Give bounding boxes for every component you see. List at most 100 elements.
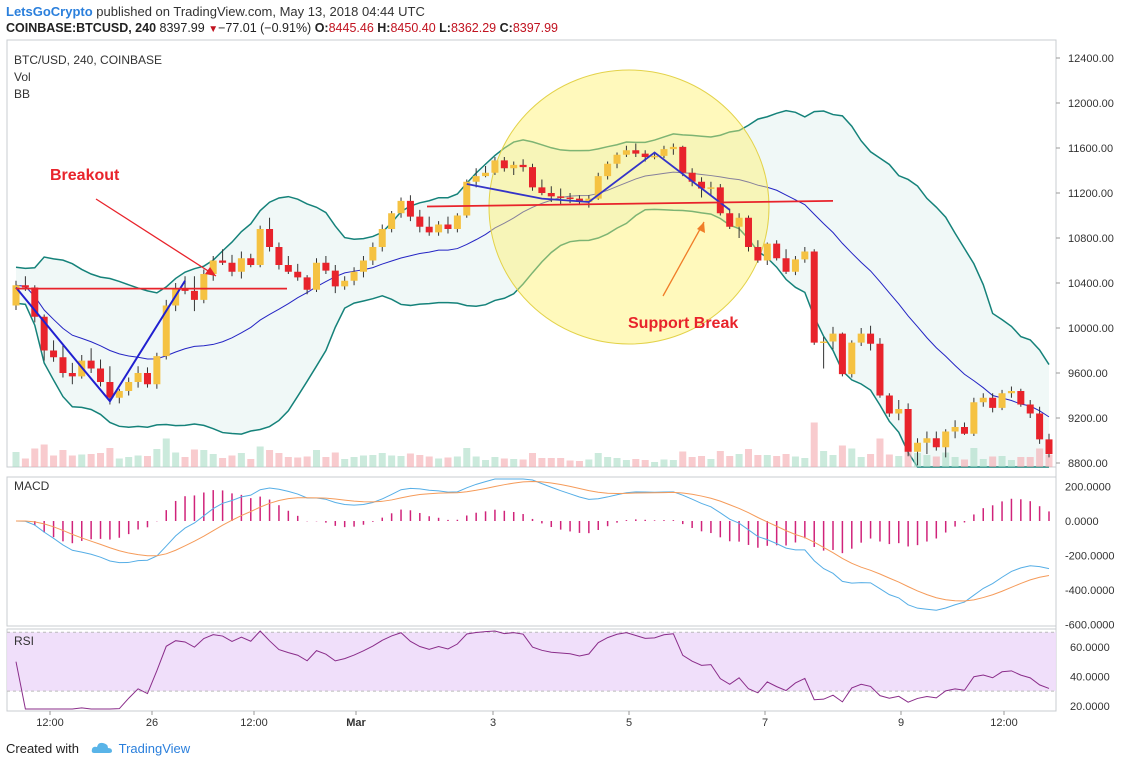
volume-bar bbox=[1036, 448, 1044, 467]
volume-bar bbox=[275, 453, 283, 467]
candle-body bbox=[979, 397, 987, 403]
candle-body bbox=[87, 360, 95, 369]
volume-bar bbox=[125, 457, 133, 467]
volume-bar bbox=[294, 457, 302, 467]
candle bbox=[632, 143, 640, 157]
candle-body bbox=[989, 397, 997, 408]
time-axis-label: Mar bbox=[346, 717, 366, 729]
volume-bar bbox=[1045, 454, 1053, 467]
volume-bar bbox=[829, 455, 837, 467]
candle bbox=[341, 276, 349, 290]
candle-body bbox=[726, 213, 734, 227]
candle bbox=[369, 242, 377, 265]
candle bbox=[294, 263, 302, 281]
volume-bar bbox=[303, 456, 311, 467]
volume-bar bbox=[998, 456, 1006, 467]
rsi-axis-label: 20.0000 bbox=[1070, 701, 1110, 713]
candle bbox=[190, 276, 198, 312]
candle bbox=[388, 211, 396, 233]
candle bbox=[914, 438, 922, 466]
candle-body bbox=[510, 164, 518, 169]
candle-body bbox=[838, 333, 846, 375]
time-axis-label: 12:00 bbox=[990, 717, 1018, 729]
candle bbox=[716, 184, 724, 216]
volume-bar bbox=[594, 453, 602, 467]
volume-bar bbox=[763, 455, 771, 467]
time-axis-label: 12:00 bbox=[36, 717, 64, 729]
volume-bar bbox=[1026, 457, 1034, 467]
candle bbox=[754, 240, 762, 263]
rsi-band bbox=[7, 632, 1056, 692]
candle-body bbox=[820, 341, 828, 343]
price-axis-label: 11200.00 bbox=[1068, 188, 1113, 200]
volume-bar bbox=[782, 454, 790, 467]
volume-bar bbox=[989, 456, 997, 467]
time-axis-label: 7 bbox=[762, 717, 768, 729]
candle bbox=[219, 249, 227, 265]
candle-body bbox=[350, 271, 358, 281]
volume-bar bbox=[979, 459, 987, 467]
tradingview-brand[interactable]: TradingView bbox=[118, 741, 191, 756]
candle-body bbox=[585, 198, 593, 202]
published-text: published on TradingView.com, May 13, 20… bbox=[92, 4, 425, 19]
candle bbox=[491, 157, 499, 175]
candle bbox=[1036, 406, 1044, 444]
candle bbox=[256, 225, 264, 268]
price-axis-label: 10000.00 bbox=[1068, 323, 1114, 335]
volume-bar bbox=[162, 438, 170, 467]
candle bbox=[1017, 388, 1025, 407]
volume-bar bbox=[773, 456, 781, 467]
candle-body bbox=[313, 262, 321, 290]
volume-bar bbox=[575, 461, 583, 467]
volume-bar bbox=[895, 456, 903, 467]
candle bbox=[87, 348, 95, 373]
candle-body bbox=[491, 160, 499, 173]
volume-bar bbox=[378, 453, 386, 467]
candle bbox=[106, 366, 114, 405]
volume-bar bbox=[200, 450, 208, 467]
candle bbox=[660, 145, 668, 159]
low-value: 8362.29 bbox=[450, 21, 497, 35]
high-value: 8450.40 bbox=[390, 21, 436, 35]
candle bbox=[867, 325, 875, 351]
candle-body bbox=[942, 431, 950, 448]
volume-bar bbox=[425, 456, 433, 467]
volume-bar bbox=[313, 450, 321, 467]
candle-body bbox=[829, 333, 837, 342]
candle bbox=[153, 352, 161, 389]
candle bbox=[923, 431, 931, 454]
volume-bar bbox=[566, 460, 574, 467]
candle bbox=[162, 299, 170, 360]
price-axis-label: 11600.00 bbox=[1068, 143, 1113, 155]
candle bbox=[416, 209, 424, 233]
volume-bar bbox=[40, 444, 48, 467]
candle bbox=[782, 249, 790, 274]
quote-line: COINBASE:BTCUSD, 240 8397.99 ▼−77.01 (−0… bbox=[6, 21, 558, 35]
candle-body bbox=[538, 187, 546, 193]
candle bbox=[951, 420, 959, 439]
candle-body bbox=[463, 181, 471, 216]
candle-body bbox=[716, 187, 724, 214]
candle-body bbox=[143, 373, 151, 385]
macd-axis-label: -200.0000 bbox=[1065, 551, 1115, 563]
candle-body bbox=[482, 172, 490, 177]
candle-body bbox=[341, 280, 349, 287]
candle-body bbox=[115, 391, 123, 398]
volume-bar bbox=[190, 449, 198, 467]
volume-bar bbox=[688, 457, 696, 467]
author-link[interactable]: LetsGoCrypto bbox=[6, 4, 93, 19]
volume-bar bbox=[951, 457, 959, 467]
candle-body bbox=[1007, 391, 1015, 394]
legend-vol: Vol bbox=[14, 70, 31, 84]
volume-bar bbox=[942, 452, 950, 467]
volume-bar bbox=[256, 446, 264, 467]
candle bbox=[838, 332, 846, 377]
candle bbox=[932, 431, 940, 451]
volume-bar bbox=[134, 455, 142, 467]
volume-bar bbox=[87, 454, 95, 467]
volume-bar bbox=[453, 456, 461, 467]
candle-body bbox=[228, 262, 236, 272]
volume-bar bbox=[810, 422, 818, 467]
legend-bb: BB bbox=[14, 87, 30, 101]
